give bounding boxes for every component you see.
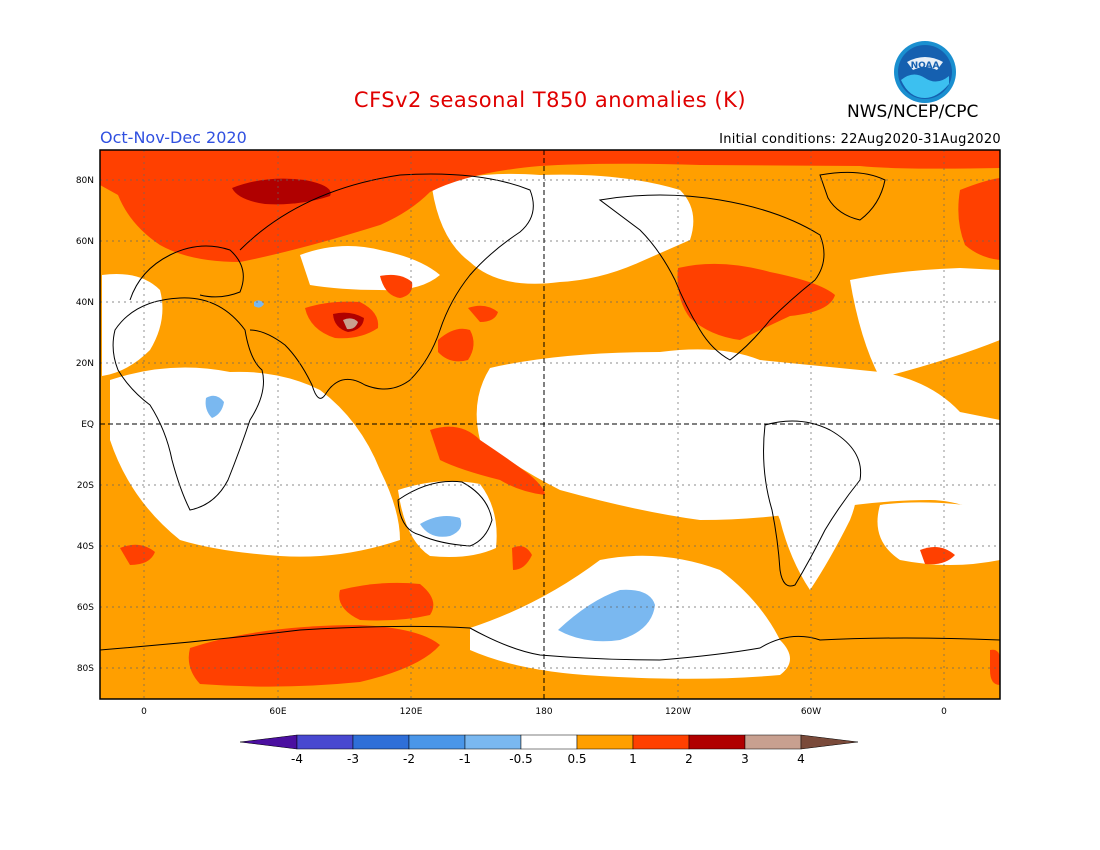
colorbar-segment — [464, 734, 522, 750]
cool-region-southern-ocean — [558, 589, 655, 642]
lat-label: 60N — [76, 237, 94, 247]
colorbar-segment — [744, 734, 802, 750]
lat-label: 80S — [77, 664, 94, 674]
coastline-north-america — [598, 194, 825, 361]
neutral-region-tropical-pacific — [476, 349, 1000, 520]
warm-region-south-indian — [120, 544, 155, 565]
lon-label: 180 — [535, 707, 552, 717]
colorbar-segment — [576, 734, 634, 750]
warm-region-north-america — [677, 263, 835, 340]
warm-region-west-pacific — [438, 328, 474, 362]
graticule — [100, 150, 1000, 699]
lon-label: 120W — [665, 707, 691, 717]
cool-region-australia — [420, 516, 462, 537]
very-hot-region-tibet — [343, 318, 358, 330]
colorbar-segment — [632, 734, 690, 750]
lon-label: 120E — [400, 707, 423, 717]
colorbar-segment — [296, 734, 354, 750]
lat-label: 40N — [76, 298, 94, 308]
noaa-logo-text: NOAA — [911, 61, 940, 71]
colorbar-segment — [800, 734, 859, 750]
colorbar-label: 2 — [685, 752, 693, 766]
warm-region-arctic-europe — [100, 150, 1000, 262]
longitude-axis: 0 60E 120E 180 120W 60W 0 — [141, 707, 947, 717]
warm-region-spcz — [430, 426, 545, 495]
colorbar-label: 1 — [629, 752, 637, 766]
warm-region-antarctic-east — [990, 649, 1000, 685]
cool-region-east-africa — [205, 395, 224, 418]
colorbar-segment — [688, 734, 746, 750]
neutral-region-atlantic-north — [850, 268, 1000, 378]
map-frame — [99, 149, 1001, 700]
colorbar-label: 0.5 — [567, 752, 586, 766]
warm-region-antarctic-indian — [188, 625, 440, 687]
colorbar: -4 -3 -2 -1 -0.5 0.5 1 2 3 4 — [239, 734, 859, 766]
lat-label: EQ — [81, 420, 94, 430]
colorbar-label: 3 — [741, 752, 749, 766]
warm-region-southern-indian-ocean — [339, 582, 434, 621]
coastline-africa — [112, 297, 264, 511]
colorbar-segment — [352, 734, 410, 750]
latitude-axis: 80N 60N 40N 20N EQ 20S 40S 60S 80S — [76, 176, 94, 674]
warm-region-south-atlantic — [920, 546, 955, 565]
colorbar-label: -0.5 — [509, 752, 532, 766]
hot-region-arctic — [232, 178, 331, 205]
colorbar-label: -2 — [403, 752, 415, 766]
coastlines — [100, 171, 1000, 661]
noaa-logo: NOAA — [894, 41, 956, 103]
coastline-south-america — [763, 420, 862, 587]
neutral-region-north-pacific — [432, 173, 694, 284]
neutral-region-southeast-atlantic — [877, 502, 1000, 565]
coastline-europe — [129, 245, 244, 301]
lon-label: 0 — [141, 707, 147, 717]
lon-label: 60W — [801, 707, 821, 717]
colorbar-label: -1 — [459, 752, 471, 766]
colorbar-label: 4 — [797, 752, 805, 766]
warm-region-north-atlantic-east — [958, 178, 1000, 260]
coastline-antarctica — [100, 625, 1000, 661]
coastline-australia — [397, 480, 493, 547]
map-title: CFSv2 seasonal T850 anomalies (K) — [353, 88, 747, 112]
colorbar-label: -4 — [291, 752, 303, 766]
agency-label: NWS/NCEP/CPC — [847, 102, 979, 122]
lat-label: 60S — [77, 603, 94, 613]
season-label: Oct-Nov-Dec 2020 — [100, 128, 247, 147]
initial-conditions-label: Initial conditions: 22Aug2020-31Aug2020 — [719, 132, 1001, 147]
colorbar-segment — [408, 734, 466, 750]
lat-label: 20N — [76, 359, 94, 369]
warm-region-japan — [468, 305, 498, 322]
coastline-asia — [239, 173, 534, 399]
lon-label: 60E — [269, 707, 286, 717]
colorbar-segment — [239, 734, 298, 750]
warm-region-mongolia — [380, 274, 413, 298]
colorbar-segment — [520, 734, 578, 750]
neutral-region-south-america — [760, 418, 858, 590]
colorbar-label: -3 — [347, 752, 359, 766]
lat-label: 80N — [76, 176, 94, 186]
lat-label: 40S — [77, 542, 94, 552]
lon-label: 0 — [941, 707, 947, 717]
anomaly-fields — [100, 150, 1000, 699]
warm-region-new-zealand — [512, 546, 532, 570]
lat-label: 20S — [77, 481, 94, 491]
coastline-greenland — [819, 171, 886, 221]
neutral-region-africa-west — [102, 274, 163, 376]
neutral-region-africa-indian — [110, 367, 400, 557]
